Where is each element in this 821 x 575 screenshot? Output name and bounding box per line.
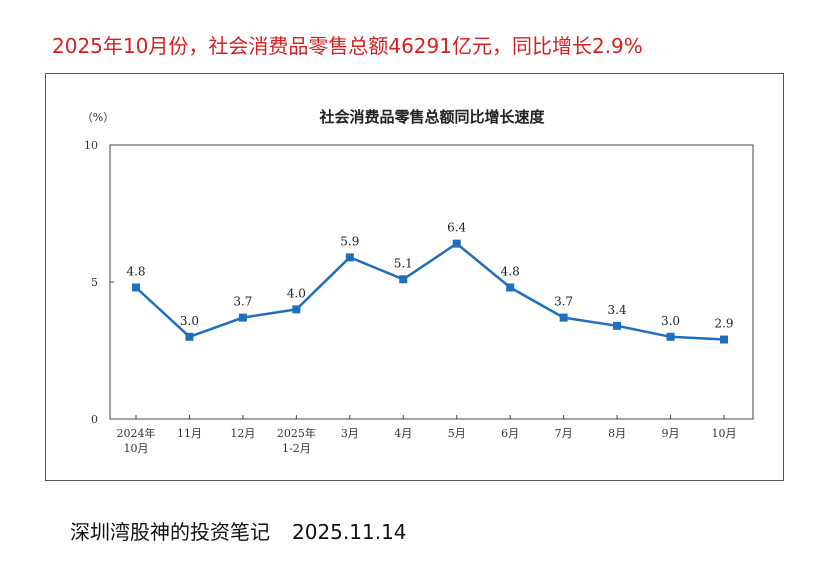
data-point bbox=[132, 283, 140, 292]
data-label: 6.4 bbox=[447, 221, 466, 235]
x-tick-label: 2025年 bbox=[277, 426, 316, 440]
data-labels: 4.8 3.0 3.7 4.0 5.9 5.1 6.4 4.8 3.7 3.4 3.0 2.9 bbox=[126, 221, 733, 331]
x-tick-label: 11月 bbox=[177, 427, 202, 440]
chart-title: 社会消费品零售总额同比增长速度 bbox=[318, 108, 545, 126]
data-label: 5.1 bbox=[394, 256, 413, 270]
footer: 深圳湾股神的投资笔记 2025.11.14 bbox=[70, 516, 407, 545]
x-tick-label: 4月 bbox=[394, 427, 412, 440]
x-tick-label: 3月 bbox=[341, 427, 359, 440]
y-tick-label: 0 bbox=[91, 413, 98, 426]
data-point bbox=[399, 275, 408, 284]
x-tick-label: 1-2月 bbox=[282, 442, 311, 455]
x-tick-label: 7月 bbox=[555, 427, 573, 440]
x-axis: 2024年 10月 11月 12月 2025年 1-2月 3月 4月 5月 6月 7月 8月 9月 10月 bbox=[117, 415, 737, 455]
x-tick-label: 10月 bbox=[124, 442, 149, 455]
data-point bbox=[720, 335, 728, 344]
x-tick-label: 12月 bbox=[230, 427, 255, 440]
author-name: 深圳湾股神的投资笔记 bbox=[70, 520, 270, 544]
data-label: 3.7 bbox=[233, 295, 252, 309]
y-tick-label: 5 bbox=[91, 276, 98, 289]
y-axis: 0 5 10 bbox=[84, 139, 114, 426]
data-label: 3.4 bbox=[608, 303, 627, 317]
y-axis-unit: （%） bbox=[82, 111, 114, 124]
data-point bbox=[292, 305, 301, 314]
series-line bbox=[135, 242, 725, 341]
x-tick-label: 2024年 bbox=[117, 426, 156, 440]
data-point bbox=[506, 283, 515, 292]
data-label: 3.0 bbox=[180, 314, 199, 328]
x-tick-label: 5月 bbox=[448, 427, 466, 440]
data-point bbox=[345, 253, 354, 262]
x-tick-label: 9月 bbox=[662, 427, 680, 440]
data-point bbox=[666, 332, 675, 341]
data-label: 5.9 bbox=[340, 234, 359, 248]
data-label: 4.8 bbox=[501, 264, 520, 278]
data-label: 3.0 bbox=[661, 314, 680, 328]
data-point bbox=[238, 313, 247, 322]
publish-date: 2025.11.14 bbox=[292, 520, 407, 544]
data-point bbox=[185, 332, 194, 341]
data-point bbox=[559, 313, 568, 322]
data-points bbox=[132, 239, 728, 344]
plot-area bbox=[109, 144, 754, 420]
headline: 2025年10月份，社会消费品零售总额46291亿元，同比增长2.9% bbox=[52, 34, 643, 58]
data-point bbox=[452, 239, 461, 248]
x-tick-label: 8月 bbox=[608, 427, 626, 440]
y-tick-label: 10 bbox=[84, 139, 98, 152]
data-label: 4.0 bbox=[287, 286, 306, 300]
data-label: 2.9 bbox=[714, 317, 733, 331]
chart-frame: 社会消费品零售总额同比增长速度 （%） 0 5 10 2024年 10月 11月 12月 2… bbox=[45, 73, 784, 481]
x-tick-label: 10月 bbox=[712, 427, 737, 440]
data-label: 3.7 bbox=[554, 295, 573, 309]
x-tick-label: 6月 bbox=[501, 427, 519, 440]
data-label: 4.8 bbox=[126, 264, 145, 278]
data-point bbox=[613, 321, 622, 330]
